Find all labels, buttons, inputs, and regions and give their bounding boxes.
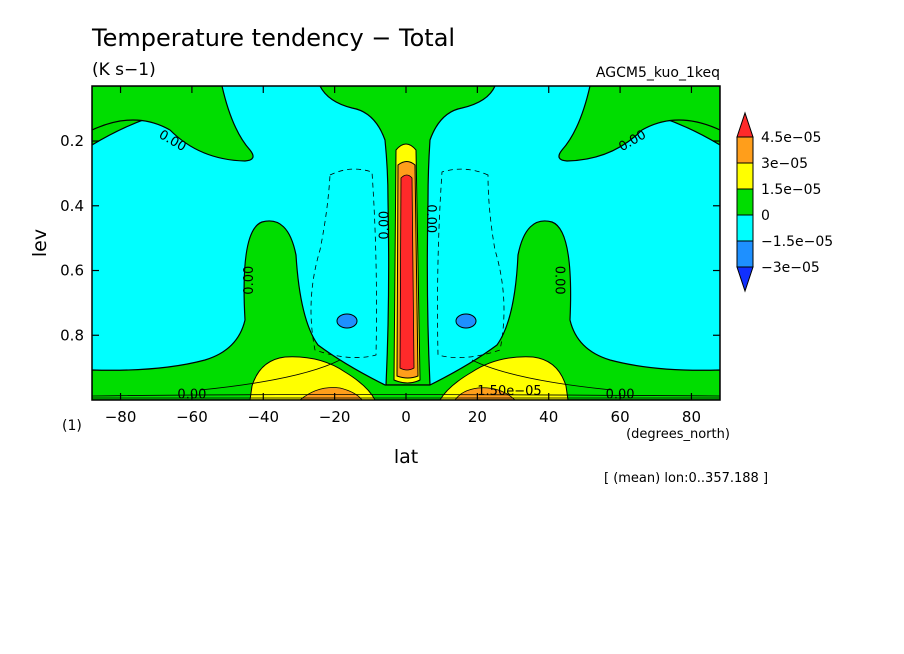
field-positive-surface — [92, 220, 720, 400]
field-positive-polar-right — [558, 86, 720, 162]
x-tick-label: 20 — [468, 408, 487, 426]
footnote: [ (mean) lon:0..357.188 ] — [604, 471, 768, 486]
colorbar-swatch — [736, 240, 754, 268]
colorbar-label: 3e−05 — [761, 156, 808, 172]
field-positive-polar-left — [92, 86, 254, 162]
x-tick-label: −80 — [105, 408, 137, 426]
colorbar-swatch — [736, 136, 754, 164]
y-axis: 0.2 0.4 0.6 0.8 — [60, 132, 720, 344]
colorbar-label: 4.5e−05 — [761, 130, 821, 146]
contour-label: 0.00 — [378, 211, 393, 240]
x-tick-label: 0 — [401, 408, 411, 426]
contour-label: 0.00 — [551, 266, 566, 295]
x-tick-label: −40 — [247, 408, 279, 426]
experiment-label: AGCM5_kuo_1keq — [596, 65, 720, 81]
plot-area: 0.00 0.000.00 0.000.00 0.000.00 0.001.50e−05 — [92, 86, 720, 400]
field-orange-left — [299, 387, 363, 400]
x-tick-label: 40 — [539, 408, 558, 426]
field-blue-patch-right — [455, 313, 477, 329]
colorbar: 4.5e−05 3e−05 1.5e−05 0 −1.5e−05 −3e−05 — [736, 111, 833, 293]
x-axis: −80 −60 −40 −20 0 20 40 60 80 — [105, 86, 701, 426]
x-tick-label: −60 — [176, 408, 208, 426]
colorbar-label: −1.5e−05 — [761, 234, 833, 250]
x-axis-label: lat — [394, 446, 418, 468]
x-tick-label: −20 — [319, 408, 351, 426]
negative-contour-left — [310, 168, 377, 358]
colorbar-swatch — [736, 214, 754, 242]
colorbar-label: 1.5e−05 — [761, 182, 821, 198]
contour-label: 1.50e−05 — [477, 384, 541, 399]
y-tick-label: 0.4 — [60, 197, 84, 215]
y-tick-label: 0.8 — [60, 326, 84, 344]
y-axis-label: lev — [29, 229, 51, 257]
x-tick-label: 60 — [611, 408, 630, 426]
y-tick-label: 0.2 — [60, 132, 84, 150]
x-tick-label: 80 — [682, 408, 701, 426]
chart-units: (K s−1) — [92, 60, 156, 80]
y-tick-label: 0.6 — [60, 262, 84, 280]
negative-contour-right — [437, 168, 505, 358]
colorbar-bottom-arrow — [736, 266, 754, 293]
chart-title: Temperature tendency − Total — [91, 24, 455, 52]
colorbar-label: −3e−05 — [761, 260, 820, 276]
x-axis-units: (degrees_north) — [626, 427, 730, 442]
colorbar-swatch — [736, 162, 754, 190]
colorbar-top-arrow — [736, 111, 754, 138]
colorbar-label: 0 — [761, 208, 770, 224]
field-red-column — [399, 174, 415, 371]
field-blue-patch-left — [336, 313, 358, 329]
contour-label: 0.00 — [423, 204, 438, 233]
panel-label: (1) — [62, 418, 82, 434]
colorbar-swatch — [736, 188, 754, 216]
contour-label: 0.00 — [242, 266, 257, 295]
